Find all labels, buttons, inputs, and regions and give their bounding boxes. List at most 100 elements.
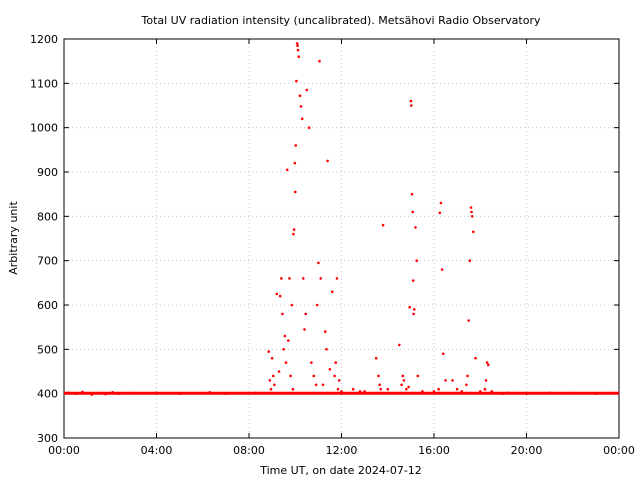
data-point (314, 383, 318, 387)
data-point (405, 387, 408, 391)
data-point (268, 379, 272, 382)
data-point (208, 391, 211, 394)
data-point (201, 391, 205, 395)
data-point (281, 312, 284, 316)
data-point (74, 392, 77, 396)
data-point (296, 44, 299, 47)
data-point (333, 374, 336, 378)
data-point (310, 361, 313, 364)
data-point (439, 201, 443, 205)
data-point (294, 144, 298, 147)
data-point (337, 379, 341, 382)
data-point (118, 392, 121, 396)
data-point (412, 312, 415, 316)
x-tick-label: 00:00 (48, 444, 80, 457)
data-point (315, 303, 319, 307)
data-point (97, 391, 100, 395)
data-point (303, 328, 306, 331)
data-point (318, 59, 321, 63)
data-point (298, 94, 302, 97)
data-point (440, 268, 444, 271)
data-point (277, 370, 281, 373)
data-point (469, 206, 473, 209)
data-point (155, 391, 158, 395)
data-point (474, 356, 477, 360)
data-point (487, 363, 490, 367)
data-point (379, 387, 383, 391)
y-tick-label: 500 (37, 343, 58, 356)
data-point (297, 55, 301, 58)
data-point (336, 387, 340, 391)
y-tick-labels: 300 400 500 600 700 800 900 1000 1100 1200 (30, 33, 58, 445)
data-point (414, 226, 417, 229)
data-point (178, 392, 181, 396)
data-point (283, 334, 287, 338)
axis-ticks (63, 38, 620, 439)
data-point (594, 392, 598, 396)
x-tick-label: 16:00 (418, 444, 450, 457)
y-tick-label: 900 (37, 166, 58, 179)
data-point (132, 391, 135, 395)
y-tick-label: 700 (37, 255, 58, 268)
data-point (269, 387, 273, 391)
data-point (548, 391, 551, 395)
data-point (304, 312, 308, 316)
data-point (438, 211, 442, 215)
data-point (363, 390, 366, 393)
data-point (465, 383, 468, 387)
data-point (400, 383, 403, 387)
data-point (506, 391, 510, 395)
data-point (326, 159, 329, 163)
data-point (282, 348, 286, 351)
data-point (324, 330, 327, 333)
data-point (451, 379, 454, 382)
data-point (377, 374, 380, 378)
data-point (284, 361, 288, 364)
data-point (402, 379, 406, 382)
data-point (81, 390, 84, 394)
data-point (335, 277, 339, 280)
data-point (273, 383, 276, 387)
data-point (294, 190, 297, 194)
data-point (490, 390, 494, 393)
data-point (398, 343, 401, 347)
x-tick-label: 20:00 (511, 444, 543, 457)
x-tick-label: 12:00 (326, 444, 358, 457)
data-point (378, 383, 382, 387)
data-point (340, 390, 343, 393)
data-point (334, 361, 338, 364)
data-point (291, 387, 295, 391)
data-point (455, 387, 459, 391)
data-point (411, 279, 415, 282)
data-point (296, 48, 300, 52)
data-point (288, 277, 291, 280)
data-point (67, 391, 70, 395)
y-axis-label: Arbitrary unit (7, 201, 20, 275)
data-point (90, 393, 94, 396)
data-point (292, 228, 296, 231)
x-tick-label: 00:00 (603, 444, 635, 457)
data-point (358, 390, 362, 393)
data-point (295, 79, 298, 83)
data-point (285, 168, 289, 172)
plot-frame (63, 38, 620, 439)
y-tick-label: 300 (37, 432, 58, 445)
data-point (292, 232, 295, 236)
data-point (381, 223, 385, 227)
data-point (444, 379, 447, 382)
data-point (410, 192, 414, 196)
data-point (331, 290, 334, 294)
data-point (295, 42, 299, 45)
data-points (64, 42, 619, 396)
data-point (415, 259, 419, 263)
data-point (408, 305, 412, 309)
data-point (280, 277, 283, 280)
data-point (321, 383, 325, 387)
data-point (421, 390, 424, 393)
data-point (305, 88, 309, 92)
data-point (290, 303, 294, 307)
data-point (513, 391, 517, 395)
data-point (401, 374, 405, 378)
data-point (386, 387, 390, 391)
x-tick-label: 08:00 (233, 444, 265, 457)
